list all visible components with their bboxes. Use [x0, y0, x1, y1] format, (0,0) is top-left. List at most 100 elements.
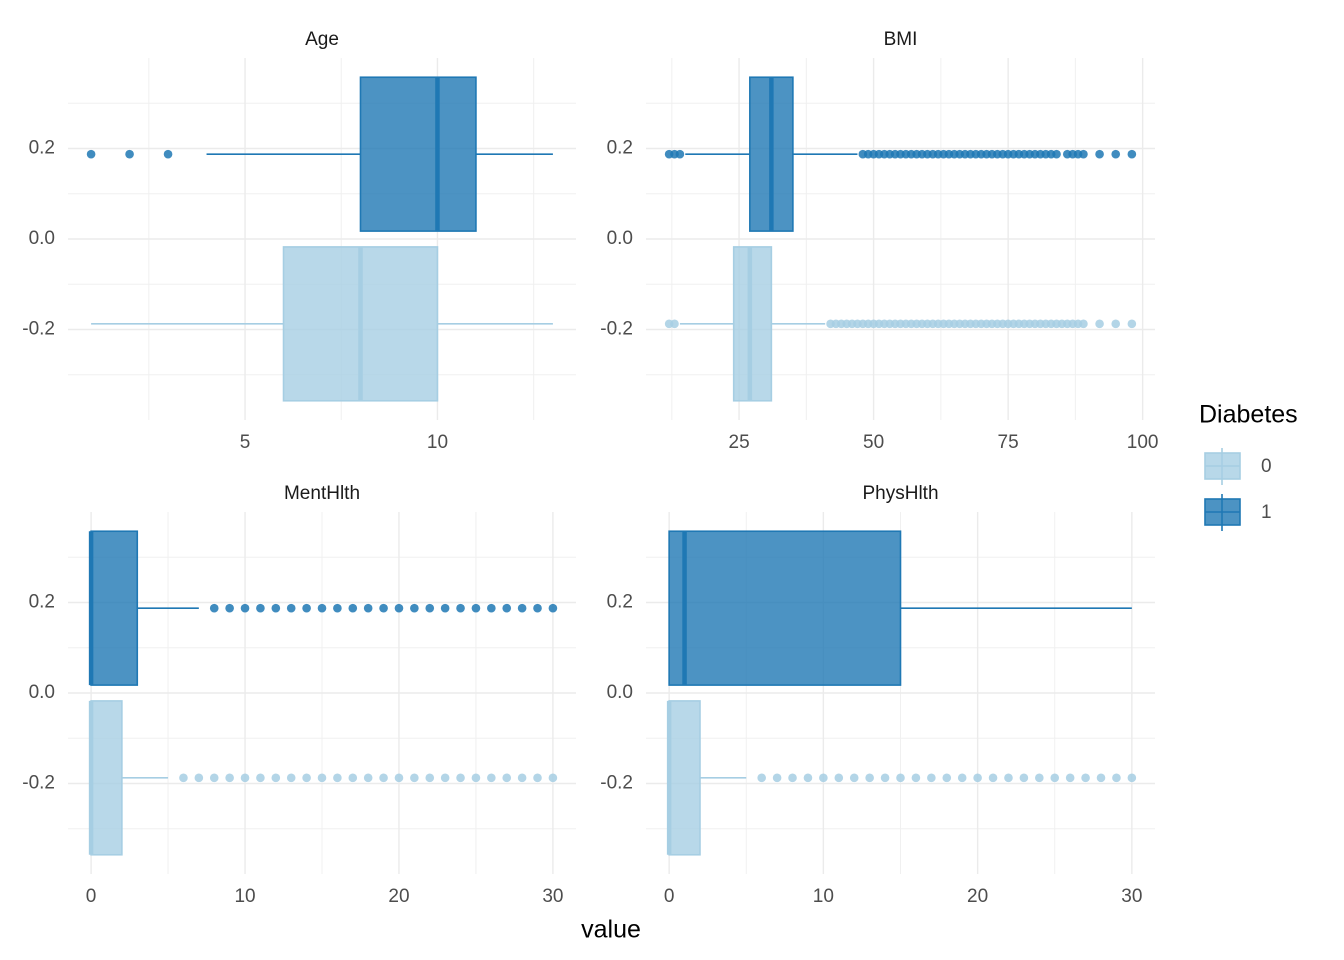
outlier: [333, 603, 342, 613]
legend-label: 0: [1261, 456, 1272, 477]
outlier: [548, 603, 558, 613]
outlier: [957, 773, 967, 783]
x-tick-label: 20: [388, 886, 409, 907]
y-tick-label: 0.2: [607, 592, 633, 613]
x-tick-label: 50: [863, 432, 884, 453]
outlier: [225, 603, 234, 613]
outlier: [440, 773, 450, 783]
outlier: [456, 773, 465, 783]
x-tick-label: 100: [1127, 432, 1159, 453]
y-tick-label: 0.0: [607, 228, 633, 249]
outlier: [1004, 773, 1013, 783]
outlier: [487, 603, 496, 613]
outlier: [317, 603, 327, 613]
outlier: [834, 773, 844, 783]
outlier: [348, 773, 358, 783]
outlier: [927, 773, 936, 783]
outlier: [348, 603, 358, 613]
outlier: [757, 773, 766, 783]
box: [732, 246, 773, 402]
outlier: [988, 773, 998, 783]
box: [668, 530, 902, 686]
outlier: [675, 149, 685, 159]
outlier: [379, 603, 388, 613]
outlier: [533, 773, 542, 783]
outlier: [179, 773, 188, 783]
y-tick-label: 0.2: [29, 138, 55, 159]
outlier: [256, 603, 265, 613]
y-tick-label: -0.2: [22, 773, 55, 794]
y-tick-label: -0.2: [600, 773, 633, 794]
facet-title: Age: [305, 29, 339, 50]
box: [668, 700, 701, 856]
outlier: [548, 773, 558, 783]
box: [90, 700, 123, 856]
outlier: [363, 603, 373, 613]
outlier: [1096, 773, 1106, 783]
outlier: [502, 773, 512, 783]
outlier: [865, 773, 874, 783]
outlier: [1065, 773, 1075, 783]
outlier: [911, 773, 921, 783]
outlier: [394, 603, 404, 613]
outlier: [425, 773, 435, 783]
outlier: [471, 773, 481, 783]
outlier: [1127, 773, 1137, 783]
outlier: [1112, 773, 1121, 783]
outlier: [517, 773, 527, 783]
box: [90, 530, 139, 686]
y-tick-label: -0.2: [22, 319, 55, 340]
outlier: [533, 603, 542, 613]
x-tick-label: 25: [729, 432, 750, 453]
x-axis-title: value: [581, 916, 641, 944]
y-tick-label: -0.2: [600, 319, 633, 340]
outlier: [1079, 149, 1088, 159]
outlier: [803, 773, 813, 783]
outlier: [1050, 773, 1060, 783]
outlier: [1127, 149, 1137, 159]
facet-title: PhysHlth: [862, 483, 938, 504]
y-tick-label: 0.2: [29, 592, 55, 613]
outlier: [1111, 149, 1121, 159]
outlier: [302, 773, 311, 783]
outlier: [487, 773, 496, 783]
outlier: [1052, 149, 1061, 159]
outlier: [125, 149, 134, 159]
outlier: [440, 603, 450, 613]
outlier: [788, 773, 797, 783]
outlier: [363, 773, 373, 783]
outlier: [163, 149, 173, 159]
outlier: [849, 773, 859, 783]
x-tick-label: 10: [813, 886, 834, 907]
x-tick-label: 10: [234, 886, 255, 907]
outlier: [942, 773, 952, 783]
outlier: [1081, 773, 1090, 783]
outlier: [880, 773, 890, 783]
outlier: [1079, 319, 1088, 329]
outlier: [240, 603, 250, 613]
outlier: [670, 319, 679, 329]
outlier: [333, 773, 342, 783]
outlier: [819, 773, 828, 783]
facet-title: MentHlth: [284, 483, 360, 504]
x-tick-label: 10: [427, 432, 448, 453]
outlier: [1127, 319, 1137, 329]
outlier: [1095, 149, 1104, 159]
outlier: [317, 773, 327, 783]
y-tick-label: 0.2: [607, 138, 633, 159]
outlier: [471, 603, 481, 613]
outlier: [86, 149, 96, 159]
x-tick-label: 30: [1121, 886, 1142, 907]
outlier: [410, 773, 419, 783]
outlier: [302, 603, 311, 613]
outlier: [194, 773, 204, 783]
x-tick-label: 0: [664, 886, 675, 907]
outlier: [209, 773, 219, 783]
outlier: [425, 603, 435, 613]
y-tick-label: 0.0: [607, 682, 633, 703]
x-tick-label: 75: [998, 432, 1019, 453]
x-tick-label: 0: [86, 886, 97, 907]
outlier: [456, 603, 465, 613]
outlier: [394, 773, 404, 783]
outlier: [286, 773, 296, 783]
